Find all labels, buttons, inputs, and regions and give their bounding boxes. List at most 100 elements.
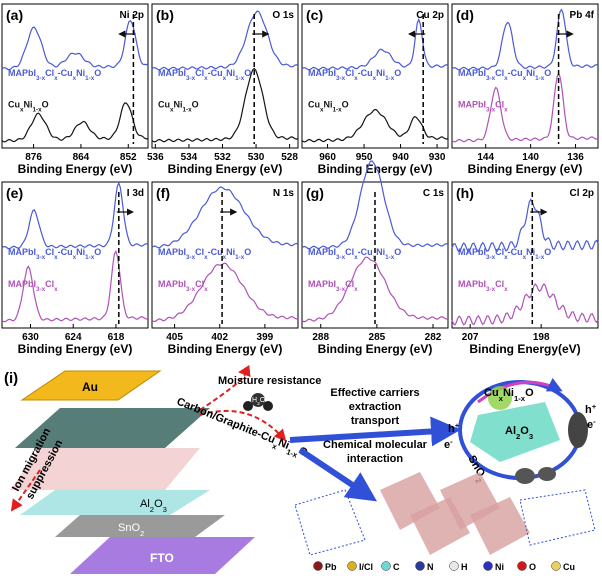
element-label: I 3d — [127, 188, 144, 199]
x-tick-label: 402 — [211, 332, 228, 343]
series-label: MAPbI3-xClx-CuxNi1-xO — [308, 68, 401, 82]
x-axis-label: Binding Energy (eV) — [18, 342, 133, 356]
molecule — [251, 393, 265, 407]
element-label: C 1s — [423, 188, 445, 199]
legend-label: N — [427, 562, 434, 572]
spectrum — [301, 160, 449, 250]
panel-label: (h) — [456, 185, 474, 201]
legend-label: I/Cl — [359, 562, 373, 572]
x-tick-label: 399 — [257, 332, 274, 343]
lattice — [294, 472, 596, 556]
element-label: Ni 2p — [120, 10, 144, 21]
plot-frame — [151, 3, 299, 149]
panel-label: (g) — [306, 185, 324, 201]
annotation: Effective carriers — [330, 387, 419, 399]
x-axis-label: Binding Energy (eV) — [168, 162, 283, 176]
legend-swatch — [313, 561, 323, 571]
legend-swatch — [517, 561, 527, 571]
x-tick-label: 536 — [147, 152, 164, 163]
x-tick-label: 528 — [281, 152, 298, 163]
annotation: transport — [351, 415, 400, 427]
plot-frame — [1, 3, 149, 149]
x-tick-label: 405 — [166, 332, 183, 343]
arrow — [199, 409, 287, 442]
x-tick-label: 930 — [429, 152, 446, 163]
spectrum — [1, 249, 149, 323]
series-label: MAPbI3-xClx — [458, 100, 508, 114]
annotation: interaction — [347, 453, 404, 465]
carrier-label: h+ — [448, 421, 460, 436]
x-tick-label: 282 — [425, 332, 442, 343]
series-label: MAPbI3-xClx-CuxNi1-xO — [158, 68, 251, 82]
panel-label: (b) — [156, 7, 174, 23]
plot-frame — [301, 3, 449, 149]
spectrum — [1, 102, 149, 143]
series-label: MAPbI3-xClx-CuxNi1-xO — [8, 247, 101, 261]
spectrum — [301, 17, 449, 71]
x-tick-label: 940 — [392, 152, 409, 163]
x-axis-label: Binding Energy (eV) — [468, 162, 583, 176]
carrier-label: e- — [587, 417, 596, 432]
legend-swatch — [449, 561, 459, 571]
x-tick-label: 144 — [477, 152, 494, 163]
arrow — [477, 377, 563, 404]
spectrum — [1, 20, 149, 71]
cycle-label: CuxNi1-xO — [484, 387, 534, 403]
series-label: MAPbI3-xClx-CuxNi1-xO — [8, 68, 101, 82]
x-tick-label: 852 — [120, 152, 137, 163]
spectrum — [151, 262, 299, 323]
element-label: Cu 2p — [416, 10, 444, 21]
panel-label: (c) — [306, 7, 323, 23]
au-layer — [20, 370, 162, 401]
x-axis-label: Binding Energy (eV) — [318, 162, 433, 176]
series-label: CuxNi1-xO — [8, 100, 49, 114]
perovskite-layer — [10, 448, 200, 490]
x-tick-label: 618 — [108, 332, 125, 343]
x-tick-label: 876 — [25, 152, 42, 163]
graphite-layer — [15, 408, 210, 448]
spectrum — [451, 72, 599, 143]
x-tick-label: 950 — [356, 152, 373, 163]
panel-label: (e) — [6, 185, 23, 201]
annotation: Moisture resistance — [218, 375, 321, 387]
element-label: Cl 2p — [570, 188, 594, 199]
spectrum — [301, 256, 449, 323]
plot-frame — [1, 181, 149, 329]
x-tick-label: 288 — [312, 332, 329, 343]
x-axis-label: Binding Energy (eV) — [18, 162, 133, 176]
fto-layer — [70, 537, 255, 574]
element-label: N 1s — [273, 188, 295, 199]
series-label: MAPbI3-xClx-CuxNi1-xO — [458, 247, 551, 261]
x-tick-label: 198 — [533, 332, 550, 343]
spectrum — [151, 10, 299, 71]
arrow — [10, 469, 41, 512]
sno2-particle — [568, 412, 588, 448]
series-label: CuxNi1-xO — [308, 100, 349, 114]
x-tick-label: 864 — [73, 152, 90, 163]
sno2-particle — [538, 467, 556, 481]
x-axis-label: Binding Energy(eV) — [469, 342, 580, 356]
al2o3-crystal — [470, 402, 560, 462]
plot-frame — [451, 3, 599, 149]
legend-label: C — [393, 562, 400, 572]
series-label: MAPbI3-xClx-CuxNi1-xO — [308, 247, 401, 261]
legend-label: Pb — [325, 562, 337, 572]
plot-frame — [151, 181, 299, 329]
x-tick-label: 532 — [214, 152, 231, 163]
cycle-label: Al2O3 — [505, 425, 533, 441]
series-label: MAPbI3-xClx — [8, 279, 58, 293]
legend-label: H — [461, 562, 468, 572]
legend-label: Ni — [495, 562, 504, 572]
x-tick-label: 530 — [248, 152, 265, 163]
carrier-label: h+ — [585, 402, 597, 417]
panel-label: (a) — [6, 7, 23, 23]
x-tick-label: 534 — [181, 152, 198, 163]
arrow — [289, 416, 461, 447]
layer-label: Au — [82, 380, 98, 394]
arrow — [298, 447, 377, 502]
element-label: Pb 4f — [570, 10, 595, 21]
spectrum — [301, 108, 449, 143]
schematic: (i) Au Al2O3 SnO2 FTO Moisture resistanc… — [4, 365, 597, 574]
